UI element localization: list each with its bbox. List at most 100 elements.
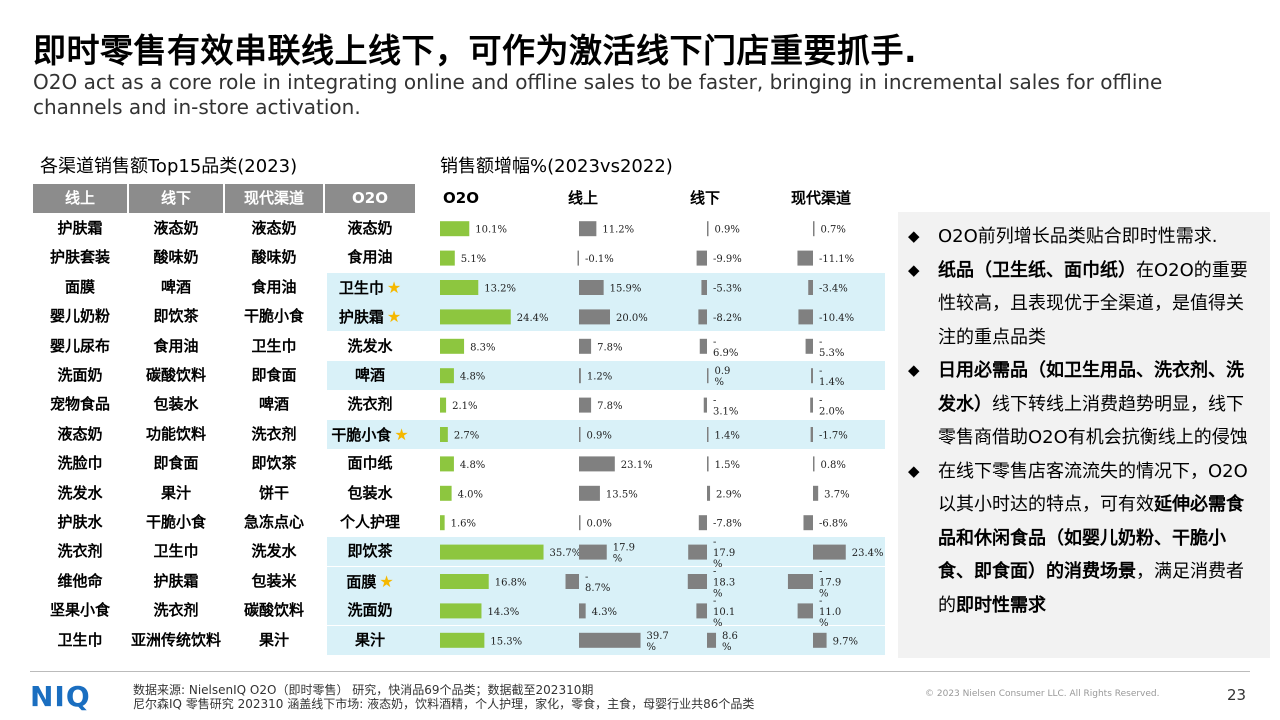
bar-线下-洗衣剂	[703, 397, 707, 413]
table-cell: 洗衣剂	[153, 601, 199, 620]
table-cell: 洗面奶	[347, 601, 393, 620]
column-header: 线下	[129, 184, 223, 213]
table-cell: 面巾纸	[347, 454, 393, 473]
insight-bullet: ◆ 纸品（卫生纸、面巾纸）在O2O的重要性较高，且表现优于全渠道，是值得关注的重点…	[908, 254, 1260, 355]
niq-logo: NIQ	[30, 680, 91, 713]
bar-线上-面巾纸	[579, 456, 615, 472]
table-cell: 干脆小食	[145, 513, 206, 531]
bar-O2O-护肤霜	[440, 309, 511, 325]
bar-线下-洗发水	[699, 338, 707, 354]
table-cell: 包装水	[347, 483, 393, 502]
table-cell: 即饮茶	[347, 542, 393, 561]
data-label: -5.3%	[819, 337, 844, 359]
table-cell: 婴儿尿布	[49, 336, 110, 355]
table-cell: 液态奶	[251, 219, 297, 237]
table-cell: 洗发水	[251, 542, 297, 561]
column-header: O2O	[325, 184, 415, 213]
table-cell: 洗衣剂	[251, 424, 297, 443]
data-label: -1.4%	[819, 366, 844, 388]
data-label: 0.9%	[715, 366, 731, 388]
row-highlight	[327, 419, 885, 449]
table-cell: 包装水	[153, 395, 199, 414]
bar-线下-面巾纸	[707, 456, 709, 472]
table-cell: 洗衣剂	[347, 395, 393, 414]
table-cell: 液态奶	[347, 219, 393, 237]
table-cell: 果汁	[258, 630, 289, 649]
table-cell: 酸味奶	[153, 248, 199, 267]
table-cell: 卫生巾 ★	[338, 277, 402, 297]
data-label: -11.0%	[819, 596, 841, 629]
table-cell: 护肤水	[57, 513, 103, 531]
bar-O2O-干脆小食	[440, 427, 448, 442]
table-cell: 即饮茶	[251, 454, 297, 473]
table-cell: 卫生巾	[153, 542, 199, 561]
bar-现代渠道-食用油	[797, 250, 813, 266]
data-label: 11.2%	[602, 225, 634, 236]
data-label: -3.4%	[819, 284, 848, 295]
row-highlight	[327, 361, 885, 390]
insight-text: 在线下零售店客流流失的情况下，O2O以其小时达的特点，可有效延伸必需食品和休闲食…	[938, 460, 1248, 616]
data-label: 2.9%	[716, 489, 741, 500]
bar-线下-即饮茶	[688, 544, 707, 560]
bar-线上-个人护理	[579, 515, 581, 531]
data-label: 13.5%	[606, 489, 638, 500]
data-label: 14.3%	[487, 607, 519, 618]
table-cell: 护肤霜	[57, 219, 103, 237]
page-title: 即时零售有效串联线上线下，可作为激活线下门店重要抓手.	[33, 31, 918, 70]
data-label: -11.1%	[819, 254, 854, 265]
data-label: -10.1%	[713, 596, 735, 629]
ranking-section-title: 各渠道销售额Top15品类(2023)	[40, 156, 298, 177]
data-label: 23.1%	[621, 460, 653, 471]
bar-线上-干脆小食	[579, 427, 581, 442]
table-cell: 果汁	[354, 630, 385, 649]
data-label: 2.7%	[454, 431, 479, 442]
bar-线下-果汁	[707, 632, 717, 648]
growth-bar-chart: 10.1% 5.1% 13.2% 24.4% 8.3% 4.8% 2.1% 2.7% 4.8% 4…	[440, 221, 884, 653]
data-label: 17.9%	[613, 543, 635, 565]
bar-现代渠道-护肤霜	[798, 309, 813, 325]
bar-现代渠道-面巾纸	[813, 456, 815, 472]
source-line-2: 尼尔森IQ 零售研究 202310 涵盖线下市场: 液态奶，饮料酒精，个人护理，…	[133, 697, 755, 711]
star-icon: ★	[386, 277, 402, 297]
bar-O2O-包装水	[440, 485, 452, 501]
bar-线上-洗面奶	[579, 603, 586, 619]
bar-O2O-洗发水	[440, 338, 465, 354]
bar-线下-个人护理	[698, 515, 707, 531]
row-highlight	[327, 596, 885, 626]
data-label: 10.1%	[475, 225, 507, 236]
bar-O2O-面巾纸	[440, 456, 454, 472]
data-label: 2.1%	[452, 401, 477, 412]
insights-panel: ◆ O2O前列增长品类贴合即时性需求. ◆ 纸品（卫生纸、面巾纸）在O2O的重要性较高…	[898, 212, 1270, 658]
table-cell: 即饮茶	[153, 307, 199, 326]
insight-text: 日用必需品（如卫生用品、洗衣剂、洗发水）线下转线上消费趋势明显，线下零售商借助O…	[938, 360, 1248, 448]
bar-现代渠道-卫生巾	[808, 280, 813, 295]
bar-线上-果汁	[579, 632, 641, 648]
table-cell: 面膜 ★	[346, 571, 394, 591]
bar-现代渠道-洗衣剂	[810, 397, 813, 413]
table-cell: 啤酒	[160, 277, 191, 296]
data-label: 1.6%	[451, 519, 476, 530]
bar-O2O-洗面奶	[440, 603, 482, 619]
data-label: 8.3%	[470, 342, 495, 353]
table-cell: 食用油	[251, 277, 297, 296]
bar-现代渠道-液态奶	[813, 221, 815, 237]
bar-线下-护肤霜	[698, 309, 707, 325]
data-label: 15.9%	[610, 284, 642, 295]
data-label: 20.0%	[616, 313, 648, 324]
data-label: -3.1%	[713, 396, 738, 418]
column-header: 现代渠道	[225, 184, 323, 213]
table-cell: 洗发水	[347, 336, 393, 355]
diamond-bullet-icon: ◆	[908, 260, 920, 279]
data-label: 5.1%	[461, 254, 486, 265]
data-label: 35.7%	[550, 548, 582, 559]
data-label: 13.2%	[484, 284, 516, 295]
table-cell: 食用油	[153, 336, 199, 355]
diamond-bullet-icon: ◆	[908, 227, 920, 245]
bar-线下-洗面奶	[696, 603, 707, 619]
table-cell: 包装米	[251, 571, 297, 590]
table-cell: 洗衣剂	[57, 542, 103, 561]
bar-线下-啤酒	[707, 368, 709, 384]
source-note: 数据来源: NielsenIQ O2O（即时零售） 研究，快消品69个品类；数据…	[133, 683, 754, 711]
insight-text: 纸品（卫生纸、面巾纸）在O2O的重要性较高，且表现优于全渠道，是值得关注的重点品…	[938, 259, 1248, 348]
bar-线上-洗发水	[579, 338, 592, 354]
